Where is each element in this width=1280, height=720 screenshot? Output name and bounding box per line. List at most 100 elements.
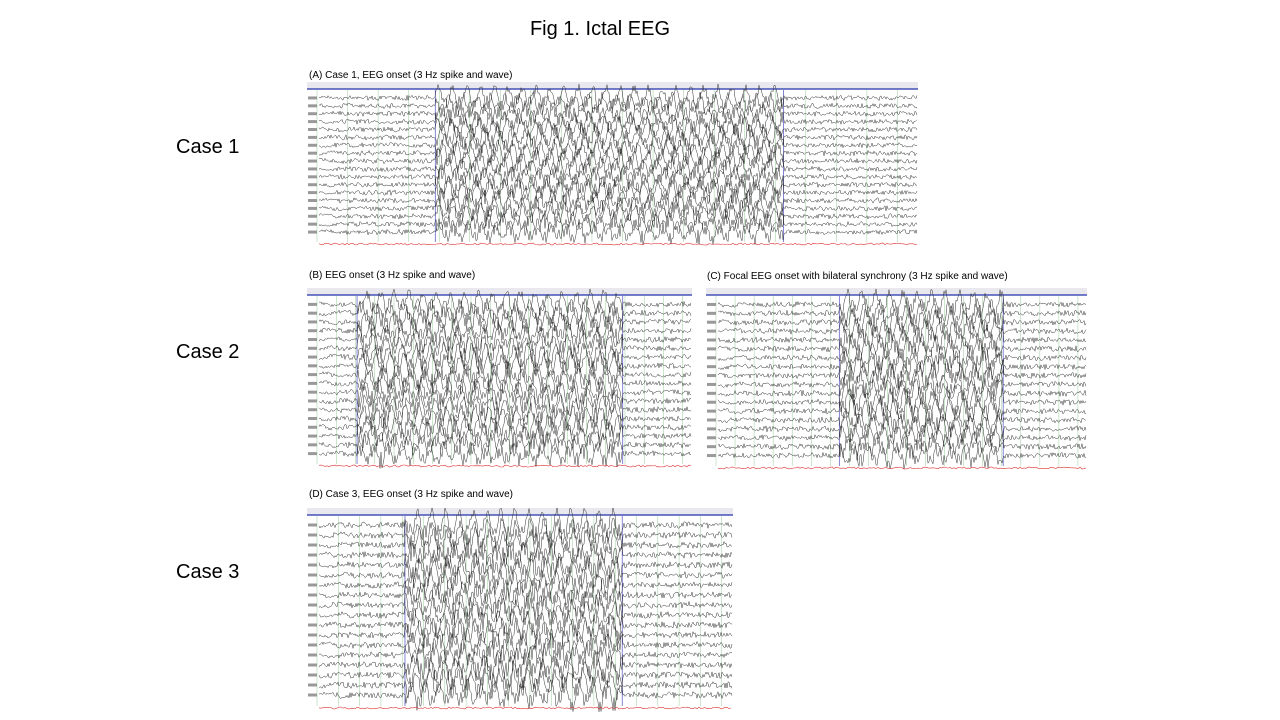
case-label: Case 3 <box>176 561 240 583</box>
channel-label <box>308 523 317 527</box>
channel-label <box>707 436 716 440</box>
eeg-image <box>307 508 733 712</box>
eeg-trace <box>318 177 918 206</box>
ecg-trace <box>318 242 918 246</box>
eeg-trace <box>318 676 733 712</box>
channel-label <box>308 311 317 315</box>
eeg-image <box>307 82 918 248</box>
channel-label <box>308 425 317 429</box>
channel-label <box>707 320 716 324</box>
channel-label <box>308 583 317 587</box>
channel-label <box>707 427 716 431</box>
eeg-trace <box>318 194 918 222</box>
panel-caption: (A) Case 1, EEG onset (3 Hz spike and wa… <box>309 70 513 81</box>
channel-label <box>707 391 716 395</box>
channel-label <box>308 329 317 333</box>
eeg-trace <box>318 526 733 562</box>
channel-label <box>308 573 317 577</box>
eeg-trace <box>318 667 733 701</box>
eeg-trace <box>318 130 918 158</box>
eeg-trace <box>318 586 733 621</box>
eeg-image <box>706 288 1087 472</box>
channel-label <box>308 417 317 420</box>
channel-label <box>308 443 317 447</box>
eeg-trace <box>717 297 1087 328</box>
channel-label <box>308 633 317 637</box>
eeg-trace <box>318 154 918 182</box>
channel-label <box>308 693 317 697</box>
channel-label <box>308 399 317 403</box>
channel-label <box>308 381 317 385</box>
channel-label <box>707 382 716 386</box>
channel-label <box>308 214 317 218</box>
eeg-trace <box>318 411 692 442</box>
toolbar <box>307 508 733 515</box>
panel-caption: (D) Case 3, EEG onset (3 Hz spike and wa… <box>309 489 513 500</box>
channel-label <box>707 311 716 315</box>
eeg-trace <box>717 430 1087 461</box>
eeg-trace <box>318 384 692 416</box>
eeg-trace <box>718 421 1087 451</box>
eeg-trace <box>318 537 733 570</box>
eeg-trace <box>318 106 918 135</box>
eeg-trace <box>318 607 733 642</box>
eeg-trace <box>717 288 1087 320</box>
channel-label <box>707 356 716 360</box>
eeg-trace <box>318 656 733 692</box>
ecg-trace <box>318 464 692 468</box>
eeg-trace <box>717 369 1087 399</box>
eeg-trace <box>318 83 918 111</box>
eeg-trace <box>318 547 733 580</box>
panel-caption: (B) EEG onset (3 Hz spike and wave) <box>309 270 476 281</box>
eeg-trace <box>318 169 918 198</box>
eeg-trace <box>717 332 1087 363</box>
channel-label <box>308 222 317 226</box>
channel-label <box>308 653 317 657</box>
channel-label <box>308 159 317 163</box>
eeg-trace <box>318 597 733 630</box>
channel-label <box>308 683 317 687</box>
channel-label <box>308 128 317 131</box>
channel-label <box>308 390 317 394</box>
slide-title: Fig 1. Ictal EEG <box>529 18 671 40</box>
case-label: Case 2 <box>176 341 240 363</box>
eeg-trace <box>318 349 692 381</box>
eeg-trace <box>318 429 692 460</box>
channel-label <box>308 623 317 627</box>
eeg-trace <box>318 626 733 662</box>
eeg-trace <box>318 637 733 672</box>
channel-label <box>308 96 317 100</box>
eeg-trace <box>318 557 733 590</box>
eeg-trace <box>318 323 692 354</box>
eeg-trace <box>318 577 733 609</box>
eeg-trace <box>717 359 1087 391</box>
eeg-trace <box>318 297 692 328</box>
eeg-trace <box>319 146 918 174</box>
channel-label <box>707 302 716 306</box>
eeg-trace <box>318 508 733 542</box>
eeg-trace <box>318 393 692 424</box>
eeg-trace <box>318 617 733 651</box>
channel-label <box>308 603 317 607</box>
eeg-trace <box>318 437 692 469</box>
ecg-trace <box>717 466 1087 470</box>
eeg-trace <box>318 367 692 397</box>
channel-label <box>308 673 317 677</box>
channel-label <box>308 302 317 306</box>
eeg-trace <box>718 378 1087 407</box>
channel-label <box>308 434 317 438</box>
eeg-trace <box>717 386 1087 417</box>
channel-label <box>308 230 317 234</box>
channel-label <box>308 167 317 171</box>
eeg-trace <box>318 209 918 237</box>
case-label: Case 1 <box>176 136 240 158</box>
channel-label <box>707 347 716 351</box>
eeg-trace <box>717 315 1087 345</box>
channel-label <box>707 400 716 404</box>
channel-label <box>308 104 317 108</box>
channel-label <box>308 120 317 124</box>
eeg-trace <box>318 186 918 214</box>
eeg-trace <box>717 341 1087 372</box>
eeg-trace <box>318 567 733 602</box>
